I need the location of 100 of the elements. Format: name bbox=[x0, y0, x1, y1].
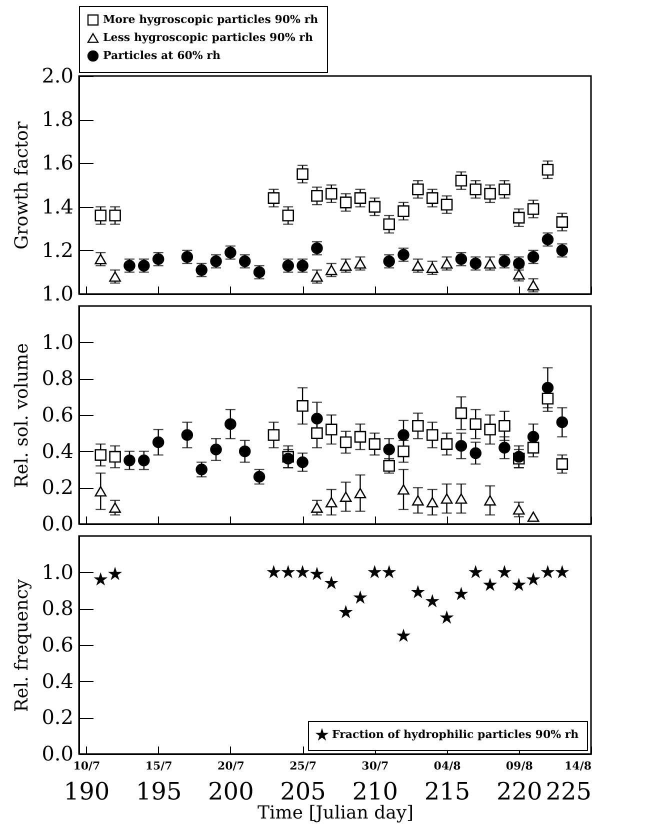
point bbox=[210, 444, 222, 456]
point bbox=[470, 183, 482, 196]
point bbox=[181, 429, 194, 441]
y-tick-label: 1.6 bbox=[42, 150, 74, 175]
point bbox=[484, 424, 496, 436]
point bbox=[311, 412, 323, 425]
point bbox=[238, 445, 251, 458]
y-axis-title: Rel. frequency bbox=[12, 578, 33, 712]
point bbox=[340, 606, 352, 618]
point bbox=[556, 458, 568, 470]
legend-label: Less hygroscopic particles 90% rh bbox=[103, 31, 313, 44]
point bbox=[296, 456, 308, 468]
x-tick-label: 225 bbox=[546, 778, 592, 806]
x2-tick-label: 14/8 bbox=[564, 760, 592, 772]
point bbox=[498, 442, 510, 454]
point bbox=[109, 450, 121, 463]
point bbox=[340, 196, 352, 208]
y-tick-label: 1.8 bbox=[42, 107, 74, 132]
point bbox=[369, 566, 380, 578]
point bbox=[311, 502, 323, 513]
legend-label: Fraction of hydrophilic particles 90% rh bbox=[332, 728, 579, 741]
x2-tick-label: 25/7 bbox=[290, 760, 317, 772]
point bbox=[542, 566, 554, 578]
point bbox=[542, 164, 554, 176]
point bbox=[527, 203, 540, 215]
y-tick-label: 0.2 bbox=[42, 705, 74, 730]
point bbox=[556, 216, 568, 228]
point bbox=[426, 429, 438, 441]
x-tick-label: 205 bbox=[280, 778, 326, 806]
point bbox=[326, 188, 338, 200]
point bbox=[138, 454, 150, 466]
point bbox=[470, 566, 482, 578]
y-tick-label: 0.4 bbox=[42, 438, 74, 463]
point bbox=[512, 212, 525, 224]
point bbox=[109, 210, 121, 222]
point bbox=[268, 192, 280, 204]
y-tick-label: 0.8 bbox=[42, 596, 74, 620]
y-tick-label: 0.8 bbox=[42, 366, 74, 390]
point bbox=[455, 407, 468, 420]
y-tick-label: 0.4 bbox=[42, 668, 74, 693]
point bbox=[556, 416, 568, 428]
y-tick-label: 1.0 bbox=[42, 282, 74, 306]
point bbox=[426, 192, 438, 204]
point bbox=[94, 486, 107, 496]
x2-tick-label: 09/8 bbox=[506, 760, 534, 772]
point bbox=[311, 427, 323, 440]
point bbox=[354, 192, 366, 204]
point bbox=[527, 512, 540, 522]
point bbox=[412, 183, 424, 196]
point bbox=[528, 574, 539, 584]
y-axis-title: Rel. sol. volume bbox=[12, 343, 33, 488]
point bbox=[354, 592, 366, 603]
legend-label: Particles at 60% rh bbox=[103, 49, 220, 62]
x2-tick-label: 20/7 bbox=[217, 760, 244, 772]
point bbox=[340, 492, 352, 502]
x-tick-label: 215 bbox=[424, 778, 470, 806]
point bbox=[398, 484, 410, 495]
x2-tick-label: 15/7 bbox=[145, 760, 172, 772]
x-tick-label: 195 bbox=[136, 778, 182, 806]
point bbox=[455, 493, 468, 504]
y-tick-label: 1.0 bbox=[42, 330, 74, 354]
point bbox=[311, 568, 323, 580]
y-tick-label: 0.0 bbox=[42, 512, 74, 536]
point bbox=[484, 188, 496, 200]
point bbox=[383, 444, 395, 456]
y-tick-label: 1.4 bbox=[42, 194, 74, 218]
y-tick-label: 0.6 bbox=[42, 632, 74, 656]
point bbox=[412, 586, 424, 598]
point bbox=[440, 438, 453, 450]
point bbox=[282, 566, 294, 578]
y-tick-label: 0.2 bbox=[42, 475, 74, 500]
y-tick-label: 2.0 bbox=[42, 64, 74, 88]
point bbox=[368, 200, 381, 213]
x-axis-title: Time [Julian day] bbox=[257, 802, 414, 824]
point bbox=[282, 210, 294, 222]
x-tick-label: 200 bbox=[208, 778, 254, 806]
point bbox=[527, 442, 540, 454]
point bbox=[556, 566, 568, 578]
point bbox=[484, 495, 496, 506]
point bbox=[368, 438, 381, 450]
point bbox=[440, 198, 453, 211]
point bbox=[94, 449, 107, 461]
point bbox=[455, 174, 468, 187]
point bbox=[94, 210, 107, 222]
x-tick-label: 190 bbox=[64, 778, 110, 806]
x2-tick-label: 30/7 bbox=[362, 760, 389, 772]
point bbox=[398, 445, 410, 458]
point bbox=[109, 568, 121, 580]
point bbox=[152, 436, 164, 448]
y-axis-title: Growth factor bbox=[12, 121, 33, 250]
point bbox=[268, 566, 280, 578]
point bbox=[326, 577, 338, 588]
point bbox=[455, 440, 468, 452]
x-tick-label: 210 bbox=[352, 778, 398, 806]
point bbox=[498, 566, 510, 578]
point bbox=[498, 183, 510, 196]
y-tick-label: 1.0 bbox=[42, 560, 74, 584]
point bbox=[398, 429, 410, 441]
point bbox=[94, 574, 106, 584]
point bbox=[513, 579, 525, 590]
